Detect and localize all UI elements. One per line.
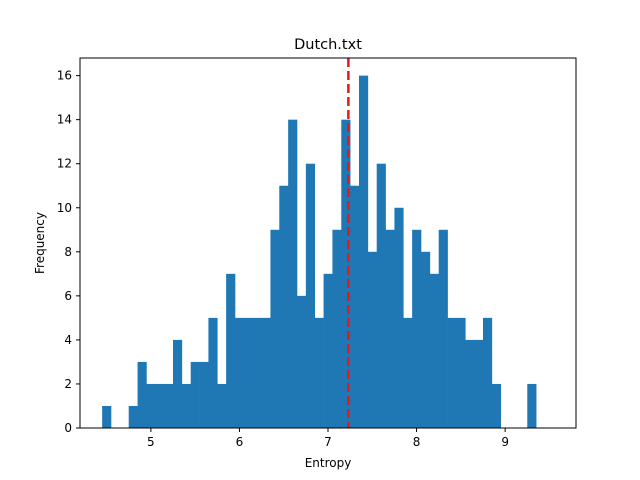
y-axis-ticks: 0 2 4 6 8 10 12 14 16 xyxy=(57,69,80,435)
x-tick-label: 7 xyxy=(324,435,332,449)
x-axis-title: Entropy xyxy=(305,456,352,470)
histogram-bar xyxy=(297,295,307,428)
y-tick-label: 10 xyxy=(57,201,72,215)
x-tick-label: 8 xyxy=(413,435,421,449)
histogram-bar xyxy=(226,273,236,428)
histogram-bar xyxy=(421,251,431,428)
histogram-bar xyxy=(474,339,484,428)
histogram-bar xyxy=(137,361,147,428)
histogram-bar xyxy=(394,207,404,428)
y-tick-label: 6 xyxy=(64,289,72,303)
histogram-bar xyxy=(429,273,440,428)
histogram-bar xyxy=(447,317,457,428)
histogram-bar xyxy=(314,317,324,428)
x-tick-label: 9 xyxy=(501,435,509,449)
histogram-bar xyxy=(438,229,448,428)
histogram-bar xyxy=(456,317,466,428)
y-tick-label: 0 xyxy=(64,421,72,435)
histogram-bar xyxy=(146,383,156,428)
y-tick-label: 14 xyxy=(57,113,72,127)
x-axis-ticks: 5 6 7 8 9 xyxy=(147,428,509,449)
y-tick-label: 12 xyxy=(57,157,72,171)
histogram-bar xyxy=(173,339,183,428)
x-tick-label: 6 xyxy=(236,435,244,449)
chart-title: Dutch.txt xyxy=(294,37,362,53)
histogram-bar xyxy=(128,405,138,428)
y-tick-label: 2 xyxy=(64,377,72,391)
histogram-bar xyxy=(367,251,378,428)
histogram-bar xyxy=(412,229,422,428)
histogram-bar xyxy=(235,317,245,428)
histogram-bar xyxy=(102,405,112,428)
histogram-bar xyxy=(385,229,395,428)
histogram-bar xyxy=(270,229,280,428)
y-axis-title: Frequency xyxy=(33,212,47,274)
y-tick-label: 16 xyxy=(57,69,72,83)
histogram-bar xyxy=(252,317,262,428)
histogram-bar xyxy=(491,383,502,428)
histogram-bar xyxy=(155,383,165,428)
histogram-bar xyxy=(359,75,369,428)
histogram-bar xyxy=(190,361,200,428)
histogram-bar xyxy=(243,317,254,428)
histogram-bar xyxy=(350,185,360,428)
x-tick-label: 5 xyxy=(147,435,155,449)
histogram-bar xyxy=(261,317,271,428)
histogram-bar xyxy=(483,317,493,428)
histogram-bar xyxy=(305,163,316,428)
histogram-bar xyxy=(164,383,174,428)
histogram-bar xyxy=(332,229,342,428)
histogram-bar xyxy=(527,383,537,428)
histogram-bar xyxy=(181,383,192,428)
histogram-bar xyxy=(217,383,227,428)
histogram-bar xyxy=(279,185,289,428)
histogram-bar xyxy=(199,361,209,428)
histogram-bar xyxy=(376,163,386,428)
histogram-bar xyxy=(341,119,351,429)
histogram-bars xyxy=(102,75,537,429)
y-tick-label: 4 xyxy=(64,333,72,347)
histogram-bar xyxy=(288,119,298,429)
y-tick-label: 8 xyxy=(64,245,72,259)
histogram-bar xyxy=(208,317,218,428)
histogram-bar xyxy=(465,339,475,428)
histogram-bar xyxy=(403,317,413,428)
histogram-bar xyxy=(323,273,333,428)
